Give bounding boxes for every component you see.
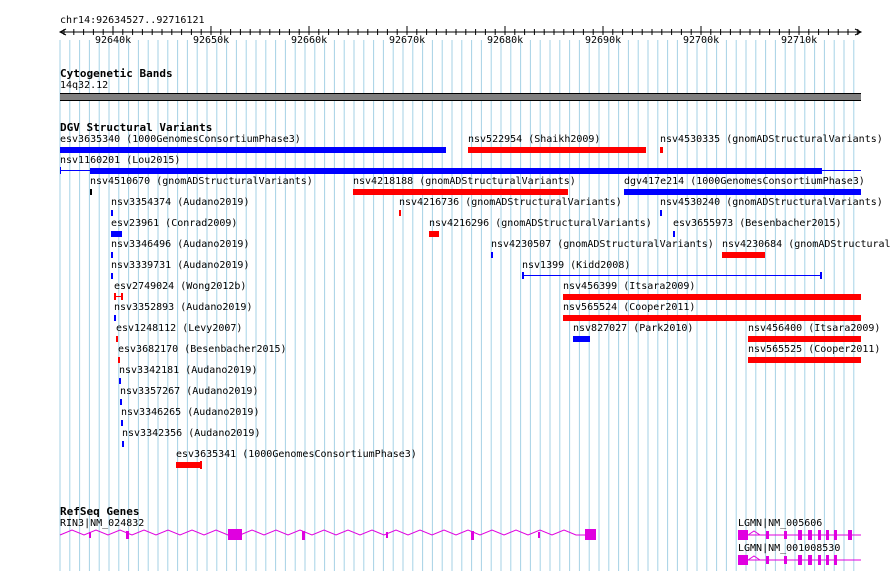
variant-label[interactable]: nsv565525 (Cooper2011) bbox=[748, 344, 881, 355]
variant-label[interactable]: nsv456400 (Itsara2009) bbox=[748, 323, 881, 334]
variant-label[interactable]: dgv417e214 (1000GenomesConsortiumPhase3) bbox=[624, 176, 865, 187]
variant-label[interactable]: nsv3352893 (Audano2019) bbox=[114, 302, 253, 313]
tick-label: 92650k bbox=[193, 35, 230, 46]
variant-end-tick bbox=[200, 461, 202, 469]
variant-gain-bar[interactable] bbox=[111, 231, 122, 237]
variant-label[interactable]: nsv3339731 (Audano2019) bbox=[111, 260, 250, 271]
variant-gain-bar[interactable] bbox=[111, 210, 113, 216]
variant-label[interactable]: nsv3346265 (Audano2019) bbox=[121, 407, 260, 418]
variant-label[interactable]: nsv3354374 (Audano2019) bbox=[111, 197, 250, 208]
variant-label[interactable]: esv3655973 (Besenbacher2015) bbox=[673, 218, 842, 229]
variant-label[interactable]: nsv565524 (Cooper2011) bbox=[563, 302, 696, 313]
variant-gain-bar[interactable] bbox=[624, 189, 861, 195]
variant-label[interactable]: nsv522954 (Shaikh2009) bbox=[468, 134, 601, 145]
variant-end-tick bbox=[114, 293, 116, 300]
variant-label[interactable]: nsv456399 (Itsara2009) bbox=[563, 281, 696, 292]
variant-loss-bar[interactable] bbox=[118, 357, 120, 363]
variant-gain-line[interactable] bbox=[522, 275, 822, 276]
variant-label[interactable]: esv23961 (Conrad2009) bbox=[111, 218, 238, 229]
variant-label[interactable]: nsv4230507 (gnomADStructuralVariants) bbox=[491, 239, 714, 250]
variant-label[interactable]: esv2749024 (Wong2012b) bbox=[114, 281, 247, 292]
variant-gain-bar[interactable] bbox=[60, 147, 446, 153]
tick-label: 92690k bbox=[585, 35, 622, 46]
variant-gain-bar[interactable] bbox=[573, 336, 590, 342]
variant-label[interactable]: nsv3342356 (Audano2019) bbox=[122, 428, 261, 439]
gene-label[interactable]: LGMN|NM_001008530 bbox=[738, 543, 841, 554]
tick-label: 92710k bbox=[781, 35, 818, 46]
variant-end-tick bbox=[820, 272, 822, 279]
variant-gain-bar[interactable] bbox=[491, 252, 493, 258]
variant-gain-bar[interactable] bbox=[114, 315, 116, 321]
tick-label: 92640k bbox=[95, 35, 132, 46]
gene-label[interactable]: RIN3|NM_024832 bbox=[60, 518, 145, 529]
variant-loss-bar[interactable] bbox=[563, 315, 861, 321]
cytoband-label: 14q32.12 bbox=[60, 80, 109, 91]
variant-label[interactable]: nsv827027 (Park2010) bbox=[573, 323, 694, 334]
variant-gain-bar[interactable] bbox=[111, 273, 113, 279]
variant-label[interactable]: nsv3346496 (Audano2019) bbox=[111, 239, 250, 250]
variant-loss-bar[interactable] bbox=[353, 189, 568, 195]
variant-loss-bar[interactable] bbox=[748, 357, 861, 363]
variant-loss-line[interactable] bbox=[114, 296, 123, 297]
variant-loss-bar[interactable] bbox=[116, 336, 118, 342]
variant-loss-bar[interactable] bbox=[722, 252, 765, 258]
variant-label[interactable]: nsv1160201 (Lou2015) bbox=[60, 155, 181, 166]
variant-loss-bar[interactable] bbox=[399, 210, 401, 216]
variant-end-tick bbox=[522, 272, 524, 279]
variant-loss-bar[interactable] bbox=[660, 147, 663, 153]
variant-label[interactable]: nsv4510670 (gnomADStructuralVariants) bbox=[90, 176, 313, 187]
variant-label[interactable]: nsv3357267 (Audano2019) bbox=[120, 386, 259, 397]
variant-gain-bar[interactable] bbox=[119, 378, 121, 384]
variant-loss-bar[interactable] bbox=[429, 231, 439, 237]
variant-label[interactable]: esv1248112 (Levy2007) bbox=[116, 323, 243, 334]
tick-label: 92660k bbox=[291, 35, 328, 46]
variant-gain-bar[interactable] bbox=[111, 252, 113, 258]
variant-label[interactable]: esv3635341 (1000GenomesConsortiumPhase3) bbox=[176, 449, 417, 460]
variant-label[interactable]: nsv4216296 (gnomADStructuralVariants) bbox=[429, 218, 652, 229]
variant-gain-bar[interactable] bbox=[673, 231, 675, 237]
variant-end-tick bbox=[121, 293, 123, 300]
variant-label[interactable]: nsv4218188 (gnomADStructuralVariants) bbox=[353, 176, 576, 187]
variant-loss-bar[interactable] bbox=[748, 336, 861, 342]
position-label: chr14:92634527..92716121 bbox=[60, 15, 205, 26]
gene-label[interactable]: LGMN|NM_005606 bbox=[738, 518, 823, 529]
variant-label[interactable]: nsv4530240 (gnomADStructuralVariants) bbox=[660, 197, 883, 208]
variant-label[interactable]: nsv3342181 (Audano2019) bbox=[119, 365, 258, 376]
variant-loss-bar[interactable] bbox=[468, 147, 646, 153]
refseq-track-title: RefSeq Genes bbox=[60, 505, 140, 518]
variant-label[interactable]: nsv4230684 (gnomADStructural bbox=[722, 239, 890, 250]
variant-label[interactable]: nsv4530335 (gnomADStructuralVariants) bbox=[660, 134, 883, 145]
variant-end-tick bbox=[60, 167, 61, 174]
variant-gain-bar[interactable] bbox=[120, 399, 122, 405]
tick-label: 92670k bbox=[389, 35, 426, 46]
variant-gain-bar[interactable] bbox=[121, 420, 123, 426]
variant-loss-bar[interactable] bbox=[563, 294, 861, 300]
dgv-track-title: DGV Structural Variants bbox=[60, 121, 213, 134]
variant-label[interactable]: nsv1399 (Kidd2008) bbox=[522, 260, 631, 271]
variant-bar[interactable] bbox=[90, 189, 92, 195]
variant-gain-bar[interactable] bbox=[122, 441, 124, 447]
variant-label[interactable]: nsv4216736 (gnomADStructuralVariants) bbox=[399, 197, 622, 208]
variant-gain-bar[interactable] bbox=[90, 168, 822, 174]
tick-label: 92680k bbox=[487, 35, 524, 46]
variant-label[interactable]: esv3682170 (Besenbacher2015) bbox=[118, 344, 287, 355]
variant-loss-bar[interactable] bbox=[176, 462, 201, 468]
cytoband-bar[interactable] bbox=[60, 93, 861, 101]
variant-gain-bar[interactable] bbox=[660, 210, 662, 216]
tick-label: 92700k bbox=[683, 35, 720, 46]
cytoband-track-title: Cytogenetic Bands bbox=[60, 67, 173, 80]
variant-label[interactable]: esv3635340 (1000GenomesConsortiumPhase3) bbox=[60, 134, 301, 145]
